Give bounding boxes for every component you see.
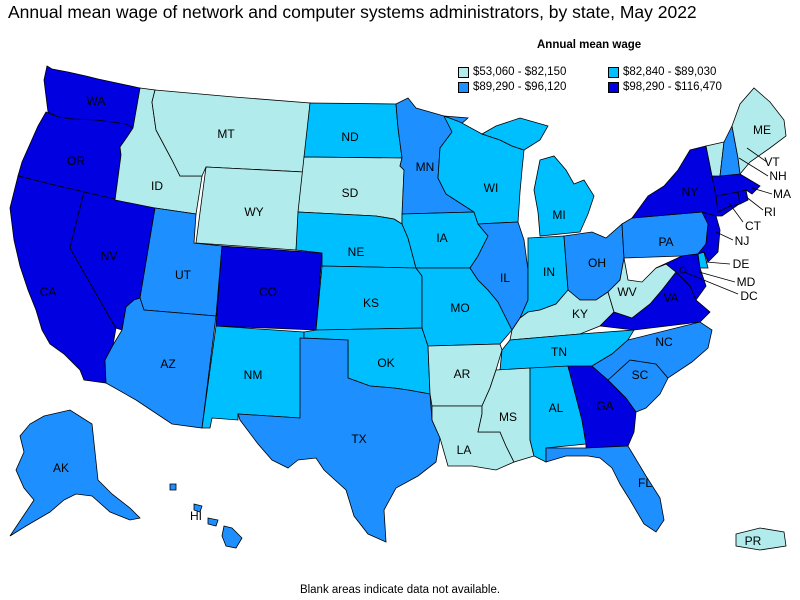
leader-line-de bbox=[705, 261, 731, 265]
state-label-sc: SC bbox=[632, 368, 649, 382]
map-title: Annual mean wage of network and computer… bbox=[8, 2, 697, 22]
state-label-ri: RI bbox=[764, 205, 776, 219]
footnote: Blank areas indicate data not available. bbox=[299, 584, 501, 596]
state-label-nj: NJ bbox=[735, 234, 750, 248]
legend-item-tier-2: $82,840 - $89,030 bbox=[608, 66, 716, 78]
state-label-wi: WI bbox=[484, 181, 499, 195]
state-label-ga: GA bbox=[596, 399, 613, 413]
state-label-ny: NY bbox=[682, 185, 699, 199]
state-label-ky: KY bbox=[572, 307, 588, 321]
state-me[interactable] bbox=[731, 87, 787, 175]
state-label-ms: MS bbox=[499, 410, 517, 424]
legend-title: Annual mean wage bbox=[537, 39, 642, 51]
state-label-in: IN bbox=[543, 265, 555, 279]
state-label-nv: NV bbox=[101, 249, 118, 263]
state-label-ar: AR bbox=[454, 367, 471, 381]
state-label-az: AZ bbox=[160, 357, 175, 371]
state-label-or: OR bbox=[67, 154, 85, 168]
state-ma[interactable] bbox=[711, 173, 761, 197]
leader-line-ct bbox=[728, 202, 744, 223]
legend-label: $98,290 - $116,470 bbox=[623, 81, 722, 93]
state-dc[interactable] bbox=[679, 266, 687, 274]
state-label-il: IL bbox=[500, 271, 510, 285]
state-label-md: MD bbox=[737, 275, 756, 289]
state-label-mo: MO bbox=[450, 301, 469, 315]
state-mt[interactable] bbox=[151, 89, 311, 177]
state-pr[interactable] bbox=[735, 527, 787, 551]
legend-label: $89,290 - $96,120 bbox=[473, 81, 567, 93]
state-label-oh: OH bbox=[588, 256, 606, 270]
state-label-ct: CT bbox=[745, 219, 762, 233]
legend-item-tier-3: $89,290 - $96,120 bbox=[458, 81, 566, 93]
leader-line-dc bbox=[683, 271, 739, 295]
state-label-ma: MA bbox=[773, 187, 791, 201]
leader-line-ma bbox=[751, 187, 773, 195]
state-label-wa: WA bbox=[87, 94, 106, 108]
state-label-vt: VT bbox=[764, 155, 780, 169]
state-label-va: VA bbox=[663, 291, 678, 305]
state-label-ok: OK bbox=[377, 356, 394, 370]
legend-label: $82,840 - $89,030 bbox=[623, 66, 717, 78]
leader-line-nj bbox=[715, 231, 734, 241]
state-label-nd: ND bbox=[341, 130, 359, 144]
state-hi[interactable] bbox=[169, 483, 243, 549]
state-label-dc: DC bbox=[740, 289, 758, 303]
legend-swatch bbox=[458, 81, 469, 93]
state-label-mt: MT bbox=[217, 127, 235, 141]
legend-item-tier-1: $53,060 - $82,150 bbox=[458, 66, 566, 78]
state-label-nh: NH bbox=[769, 169, 786, 183]
state-label-mn: MN bbox=[416, 160, 435, 174]
state-fl[interactable] bbox=[545, 445, 665, 533]
state-label-ut: UT bbox=[175, 268, 192, 282]
state-tx[interactable] bbox=[237, 337, 441, 543]
legend-item-tier-4: $98,290 - $116,470 bbox=[608, 81, 722, 93]
legend-swatch bbox=[608, 81, 619, 93]
state-mi[interactable] bbox=[481, 117, 595, 237]
leader-line-vt bbox=[746, 147, 768, 163]
state-label-ak: AK bbox=[53, 461, 69, 475]
state-label-al: AL bbox=[549, 401, 564, 415]
state-label-la: LA bbox=[457, 443, 472, 457]
state-label-sd: SD bbox=[342, 186, 359, 200]
state-label-ks: KS bbox=[363, 296, 379, 310]
state-label-mi: MI bbox=[552, 208, 565, 222]
state-label-tx: TX bbox=[351, 432, 366, 446]
state-nc[interactable] bbox=[591, 321, 713, 381]
state-label-co: CO bbox=[259, 285, 277, 299]
state-md[interactable] bbox=[655, 253, 707, 301]
legend-swatch bbox=[458, 66, 469, 78]
leader-line-nh bbox=[738, 157, 769, 177]
state-il[interactable] bbox=[469, 221, 529, 331]
leader-line-ri bbox=[744, 195, 764, 211]
state-label-de: DE bbox=[733, 257, 750, 271]
legend-swatch bbox=[608, 66, 619, 78]
state-label-ia: IA bbox=[436, 231, 447, 245]
state-label-wy: WY bbox=[244, 205, 263, 219]
state-ak[interactable] bbox=[9, 409, 141, 537]
state-label-me: ME bbox=[753, 123, 771, 137]
state-nj[interactable] bbox=[696, 211, 721, 263]
state-label-nm: NM bbox=[244, 368, 263, 382]
state-label-id: ID bbox=[151, 179, 163, 193]
state-label-pr: PR bbox=[745, 534, 762, 548]
state-label-pa: PA bbox=[658, 235, 673, 249]
state-label-ca: CA bbox=[40, 285, 57, 299]
state-label-wv: WV bbox=[617, 285, 636, 299]
state-label-fl: FL bbox=[638, 476, 652, 490]
state-label-nc: NC bbox=[655, 335, 673, 349]
state-label-tn: TN bbox=[551, 345, 567, 359]
leader-line-md bbox=[698, 271, 736, 283]
state-label-ne: NE bbox=[348, 245, 365, 259]
legend-label: $53,060 - $82,150 bbox=[473, 66, 567, 78]
state-label-hi: HI bbox=[190, 509, 202, 523]
